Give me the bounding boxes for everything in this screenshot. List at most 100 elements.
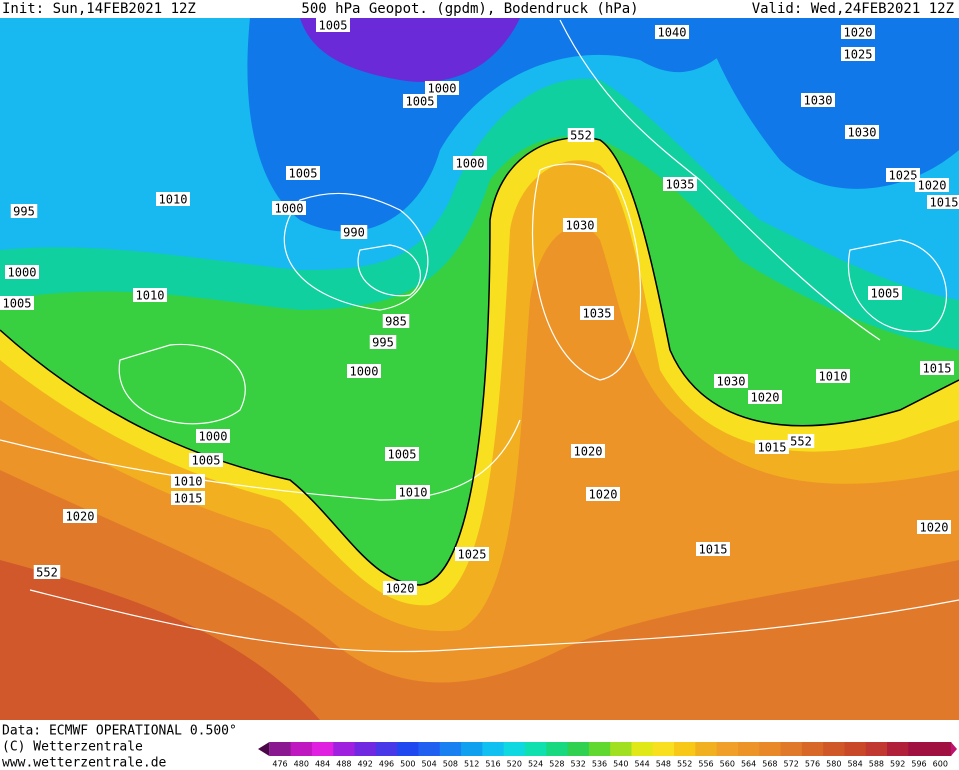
isobar-label: 1015 (758, 441, 787, 455)
isobar-label-bg (272, 201, 306, 215)
colorbar-segment (844, 742, 867, 756)
colorbar-label: 524 (528, 760, 543, 769)
isobar-label: 1010 (399, 486, 428, 500)
isobar-label: 1030 (804, 94, 833, 108)
colorbar-label: 500 (400, 760, 415, 769)
valid-time: Valid: Wed,24FEB2021 12Z (752, 1, 954, 17)
colorbar-label: 516 (485, 760, 500, 769)
isobar-label: 1010 (174, 475, 203, 489)
colorbar-segment (503, 742, 526, 756)
map-field (0, 18, 959, 720)
colorbar-label: 520 (507, 760, 522, 769)
isobar-label-bg (755, 440, 789, 454)
isobar-label: 1010 (819, 370, 848, 384)
colorbar-label: 564 (741, 760, 756, 769)
contour (118, 343, 246, 425)
colorbar-segment (269, 742, 292, 756)
isobar-label: 1005 (319, 19, 348, 33)
colorbar-label: 560 (720, 760, 735, 769)
isobar-label: 1005 (289, 167, 318, 181)
colorbar-label: 576 (805, 760, 820, 769)
isobar-label-bg (156, 192, 190, 206)
isobar-label-bg (567, 128, 595, 142)
colorbar-label: 544 (634, 760, 649, 769)
isobar-label-bg (316, 18, 350, 32)
website: www.wetterzentrale.de (2, 756, 167, 770)
colorbar-label: 492 (358, 760, 373, 769)
isobar-label-bg (347, 364, 381, 378)
init-time: Init: Sun,14FEB2021 12Z (2, 1, 196, 17)
isobar-label: 1025 (844, 48, 873, 62)
contour (531, 163, 642, 381)
colorbar-segment (652, 742, 675, 756)
isobar-label-bg (196, 429, 230, 443)
isobar-label-bg (663, 177, 697, 191)
colorbar-segment (780, 742, 803, 756)
isobar-label-bg (868, 286, 902, 300)
colorbar-label: 476 (272, 760, 287, 769)
colorbar-segment (695, 742, 718, 756)
colorbar-segment (567, 742, 590, 756)
isobar-label: 1015 (923, 362, 952, 376)
isobar-label-bg (571, 444, 605, 458)
colorbar-label: 584 (847, 760, 862, 769)
isobar-label: 1005 (192, 454, 221, 468)
colorbar-label: 532 (571, 760, 586, 769)
colorbar-segment (887, 742, 909, 756)
colorbar-segment (354, 742, 377, 756)
isobar-label-bg (425, 81, 459, 95)
isobar-label: 1015 (699, 543, 728, 557)
isobar-label-bg (385, 447, 419, 461)
isobar-label-bg (801, 93, 835, 107)
isobar-label: 1025 (889, 169, 918, 183)
contour-552 (0, 136, 959, 586)
colorbar: 476 480 484 488 492 496 500 504 508 512 516 520 524 5… (258, 742, 957, 769)
isobar-label-bg (696, 542, 730, 556)
colorbar-label: 508 (443, 760, 458, 769)
colorbar-label: 504 (421, 760, 436, 769)
field-lightblue (0, 18, 959, 300)
isobar-label: 1000 (199, 430, 228, 444)
isobar-label: 995 (13, 205, 35, 219)
isobar-label-bg (655, 25, 689, 39)
isobar-label: 1020 (589, 488, 618, 502)
isobar-label-bg (917, 520, 951, 534)
colorbar-label: 588 (869, 760, 884, 769)
isobar-label: 552 (36, 566, 58, 580)
colorbar-segment (397, 742, 419, 756)
isobar-label-bg (845, 125, 879, 139)
colorbar-label: 600 (933, 760, 948, 769)
colorbar-segment (737, 742, 760, 756)
colorbar-arrow-right (950, 742, 957, 756)
colorbar-segment (716, 742, 739, 756)
isobar-label-bg (580, 306, 614, 320)
isobar-label-bg (189, 453, 223, 467)
isobar-label-bg (816, 369, 850, 383)
colorbar-label: 528 (549, 760, 564, 769)
isobar-label: 1005 (3, 297, 32, 311)
colorbar-label: 592 (890, 760, 905, 769)
isobar-label: 1000 (428, 82, 457, 96)
colorbar-label: 484 (315, 760, 330, 769)
isobar-label: 990 (343, 226, 365, 240)
isobar-label: 1010 (136, 289, 165, 303)
isobar-label: 1020 (844, 26, 873, 40)
isobar-label-bg (927, 195, 959, 209)
isobar-label-bg (455, 547, 489, 561)
colorbar-segment (759, 742, 782, 756)
isobar-label-bg (286, 166, 320, 180)
isobar-label-bg (33, 565, 61, 579)
isobar-label-bg (396, 485, 430, 499)
contour (283, 192, 429, 311)
colorbar-segment (546, 742, 569, 756)
isobar-label-bg (586, 487, 620, 501)
isobar-label-bg (340, 225, 368, 239)
contour (0, 419, 521, 501)
colorbar-label: 548 (656, 760, 671, 769)
isobar-label: 1015 (930, 196, 959, 210)
colorbar-label: 552 (677, 760, 692, 769)
colorbar-segment (524, 742, 547, 756)
isobar-label-bg (841, 47, 875, 61)
